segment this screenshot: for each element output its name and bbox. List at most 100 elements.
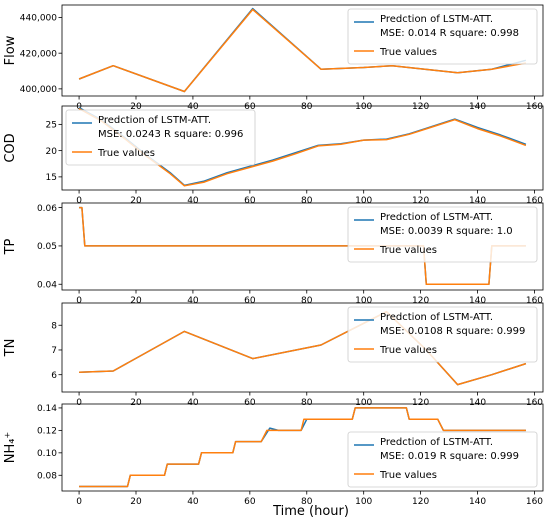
legend-label-true-values: True values: [379, 245, 437, 256]
y-axis-label: TN: [3, 339, 18, 358]
x-tick-label: 160: [526, 102, 543, 112]
y-tick-label: 0.05: [37, 242, 57, 252]
legend-label-true-values: True values: [379, 470, 437, 481]
true-values-series-line: [78, 8, 527, 93]
y-tick-label: 0.04: [37, 280, 57, 290]
x-tick-label: 100: [355, 102, 372, 112]
legend-box: [347, 206, 538, 263]
x-tick-label: 160: [526, 196, 543, 206]
x-tick-label: 40: [187, 102, 199, 112]
legend-metrics: MSE: 0.0243 R square: 0.996: [98, 129, 243, 140]
legend: Predction of LSTM-ATT. MSE: 0.0243 R squ…: [65, 109, 256, 166]
chart-panel: 0 20 40 60 80 100 120 140 160 15 20 25 COD Predction …: [3, 105, 544, 206]
chart-panel: 0 20 40 60 80 100 120 140 160 6 7 8 TN Predction of L…: [3, 302, 544, 408]
legend-label-prediction: Predction of LSTM-ATT.: [380, 312, 493, 323]
x-tick-label: 100: [355, 296, 372, 306]
x-tick-label: 20: [130, 102, 142, 112]
legend: Predction of LSTM-ATT. MSE: 0.014 R squa…: [347, 8, 538, 65]
axes-frame: [61, 4, 544, 97]
legend-metrics: MSE: 0.019 R square: 0.999: [380, 451, 519, 462]
x-tick-label: 120: [412, 296, 429, 306]
x-tick-label: 120: [412, 497, 429, 507]
x-tick-label: 0: [76, 398, 82, 408]
x-tick-label: 60: [244, 102, 256, 112]
y-axis-label: NH₄⁺: [3, 432, 18, 464]
axes-frame: [61, 202, 544, 291]
x-tick-label: 20: [130, 497, 142, 507]
legend-label-true-values: True values: [379, 345, 437, 356]
x-tick-label: 160: [526, 398, 543, 408]
chart-panel: 0 20 40 60 80 100 120 140 160 0.08 0.10 0.12 0.14 NH₄…: [3, 403, 544, 507]
x-tick-label: 60: [244, 398, 256, 408]
legend-label-prediction: Predction of LSTM-ATT.: [380, 212, 493, 223]
x-tick-label: 80: [301, 497, 313, 507]
axes-frame: [61, 403, 544, 492]
axes-frame: [61, 302, 544, 393]
y-tick-label: 400,000: [20, 85, 57, 95]
x-tick-label: 60: [244, 296, 256, 306]
y-tick-label: 420,000: [20, 49, 57, 59]
x-tick-label: 0: [76, 296, 82, 306]
legend-box: [347, 8, 538, 65]
y-tick-label: 0.08: [37, 471, 57, 481]
chart-panel: 0 20 40 60 80 100 120 140 160 0.04 0.05 0.06 TP Predc…: [3, 202, 544, 306]
x-tick-label: 140: [469, 196, 486, 206]
legend-label-true-values: True values: [97, 148, 155, 159]
x-tick-label: 0: [76, 102, 82, 112]
legend-box: [347, 306, 538, 363]
legend-metrics: MSE: 0.0039 R square: 1.0: [380, 226, 513, 237]
x-tick-label: 80: [301, 398, 313, 408]
x-tick-label: 40: [187, 497, 199, 507]
legend-box: [65, 109, 256, 166]
y-tick-label: 7: [51, 346, 57, 356]
x-tick-label: 120: [412, 398, 429, 408]
x-axis-label: Time (hour): [272, 504, 349, 519]
legend-label-prediction: Predction of LSTM-ATT.: [98, 115, 211, 126]
x-tick-label: 40: [187, 196, 199, 206]
x-tick-label: 40: [187, 296, 199, 306]
legend-label-true-values: True values: [379, 47, 437, 58]
legend: Predction of LSTM-ATT. MSE: 0.0039 R squ…: [347, 206, 538, 263]
y-axis-label: TP: [3, 238, 18, 255]
x-tick-label: 20: [130, 196, 142, 206]
y-axis-label: COD: [3, 133, 18, 162]
x-tick-label: 120: [412, 102, 429, 112]
x-tick-label: 40: [187, 398, 199, 408]
axes-frame: [61, 105, 544, 191]
legend: Predction of LSTM-ATT. MSE: 0.0108 R squ…: [347, 306, 538, 363]
y-tick-label: 0.10: [37, 449, 57, 459]
y-tick-label: 0.12: [37, 427, 57, 437]
x-tick-label: 100: [355, 497, 372, 507]
y-axis-label: Flow: [3, 35, 18, 65]
y-tick-label: 6: [51, 371, 57, 381]
legend-label-prediction: Predction of LSTM-ATT.: [380, 14, 493, 25]
legend-metrics: MSE: 0.0108 R square: 0.999: [380, 326, 525, 337]
x-tick-label: 0: [76, 497, 82, 507]
y-tick-label: 440,000: [20, 14, 57, 24]
chart-panel: 0 20 40 60 80 100 120 140 160 400,000 420,000 440,0…: [3, 4, 544, 112]
y-tick-label: 15: [46, 173, 57, 183]
x-tick-label: 0: [76, 196, 82, 206]
x-tick-label: 140: [469, 296, 486, 306]
x-tick-label: 60: [244, 196, 256, 206]
legend-label-prediction: Predction of LSTM-ATT.: [380, 437, 493, 448]
x-tick-label: 100: [355, 196, 372, 206]
x-tick-label: 100: [355, 398, 372, 408]
x-tick-label: 20: [130, 398, 142, 408]
y-tick-label: 25: [46, 121, 57, 131]
x-tick-label: 140: [469, 102, 486, 112]
x-tick-label: 140: [469, 398, 486, 408]
y-tick-label: 0.14: [37, 404, 57, 414]
legend: Predction of LSTM-ATT. MSE: 0.019 R squa…: [347, 431, 538, 488]
y-tick-label: 0.06: [37, 204, 57, 214]
legend-metrics: MSE: 0.014 R square: 0.998: [380, 28, 519, 39]
y-tick-label: 20: [46, 147, 58, 157]
x-tick-label: 120: [412, 196, 429, 206]
x-tick-label: 160: [526, 296, 543, 306]
x-tick-label: 80: [301, 196, 313, 206]
true-values-series-line: [79, 407, 526, 488]
x-tick-label: 80: [301, 102, 313, 112]
x-tick-label: 20: [130, 296, 142, 306]
y-tick-label: 8: [51, 321, 57, 331]
